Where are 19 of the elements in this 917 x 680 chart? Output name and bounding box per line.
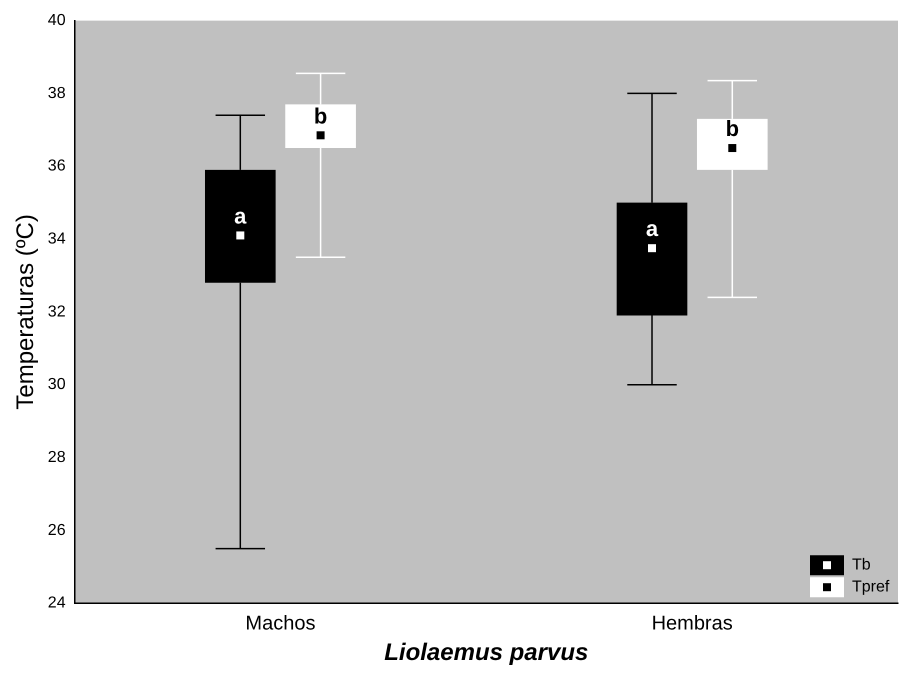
y-tick-label: 34	[48, 230, 66, 248]
x-tick-label: Machos	[245, 612, 316, 635]
y-tick-label: 30	[48, 376, 66, 394]
y-tick-label: 28	[48, 448, 66, 466]
y-tick-label: 36	[48, 158, 66, 175]
y-tick-label: 40	[48, 12, 66, 30]
x-tick-label: Hembras	[652, 612, 733, 635]
annotation: a	[646, 216, 659, 242]
y-tick-label: 32	[48, 303, 66, 320]
annotation: a	[234, 203, 248, 228]
y-tick-label: 26	[48, 522, 66, 539]
annotation: b	[314, 103, 328, 128]
y-tick-label: 24	[48, 594, 66, 612]
annotation: b	[726, 116, 740, 142]
y-axis-title: Temperaturas (ºC)	[12, 214, 40, 410]
legend-label: Tpref	[852, 578, 890, 596]
y-tick-label: 38	[48, 84, 66, 102]
x-axis-title: Liolaemus parvus	[384, 639, 588, 666]
legend-label: Tb	[852, 556, 871, 574]
